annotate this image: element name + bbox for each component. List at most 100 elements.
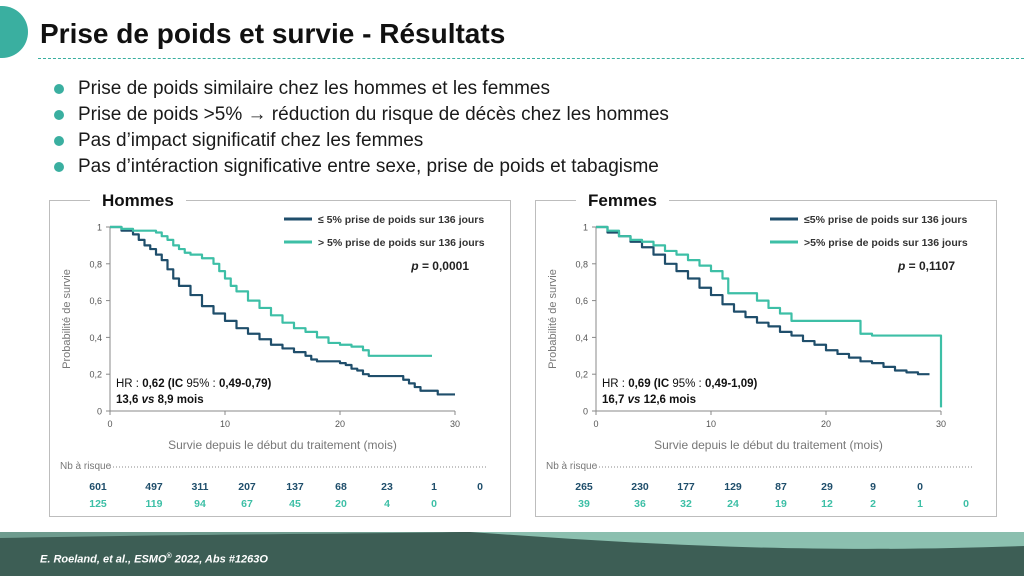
median-survival-text: 16,7 vs 12,6 mois <box>602 394 696 406</box>
x-tick-label: 30 <box>450 419 460 429</box>
panel-title-hommes: Hommes <box>90 191 186 211</box>
risk-count: 129 <box>724 481 742 493</box>
risk-count: 67 <box>241 498 253 510</box>
x-tick-label: 30 <box>936 419 946 429</box>
km-curve-series-1 <box>596 225 930 376</box>
risk-count: 36 <box>634 498 646 510</box>
x-tick-label: 20 <box>821 419 831 429</box>
risk-count: 119 <box>146 498 163 510</box>
risk-count: 601 <box>89 481 107 493</box>
ic-separator: : <box>695 378 705 390</box>
km-curve-series-2 <box>110 225 432 357</box>
km-curve-series-2 <box>596 225 943 408</box>
risk-count: 0 <box>917 481 923 493</box>
chart-panel-femmes: 0 0,2 0,4 0,6 0,8 1 0 10 20 30 Survie depuis le dé… <box>535 191 997 517</box>
risk-count: 9 <box>870 481 876 493</box>
risk-count: 265 <box>575 481 593 493</box>
hazard-ratio-text: HR : 0,69 (IC 95% : 0,49-1,09) <box>602 378 758 390</box>
y-tick-label: 0,6 <box>89 296 102 306</box>
risk-count: 1 <box>431 481 437 493</box>
p-value-label: p = 0,1107 <box>897 259 955 273</box>
x-axis-label: Survie depuis le début du traitement (mo… <box>654 438 883 452</box>
ic-value: 0,49-1,09) <box>705 378 758 390</box>
x-tick-label: 10 <box>220 419 230 429</box>
risk-count: 20 <box>335 498 347 510</box>
risk-count: 45 <box>289 498 301 510</box>
legend-label: ≤ 5% prise de poids sur 136 jours <box>318 214 484 226</box>
ic-label: (IC <box>651 378 673 390</box>
ic-label: (IC <box>165 378 187 390</box>
median-vs: vs <box>628 394 641 406</box>
bullet-list: Prise de poids similaire chez les hommes… <box>54 76 669 180</box>
hr-value: 0,69 <box>628 378 650 390</box>
risk-count: 0 <box>477 481 483 493</box>
risk-count: 0 <box>431 498 437 510</box>
y-tick-label: 0,8 <box>89 259 102 269</box>
y-axis-label: Probabilité de survie <box>547 269 559 369</box>
bullet-dot-icon <box>54 110 64 120</box>
bullet-dot-icon <box>54 84 64 94</box>
hr-prefix: HR : <box>602 378 628 390</box>
p-value-symbol: p <box>410 259 418 273</box>
median-b: 12,6 mois <box>640 394 696 406</box>
y-axis-label: Probabilité de survie <box>61 269 73 369</box>
hr-prefix: HR : <box>116 378 142 390</box>
title-divider <box>38 58 1024 59</box>
p-value-value: = 0,0001 <box>419 259 470 273</box>
risk-count: 137 <box>286 481 304 493</box>
risk-table-label: Nb à risque <box>60 461 112 472</box>
risk-count: 68 <box>335 481 347 493</box>
y-tick-label: 1 <box>97 223 102 233</box>
risk-count: 177 <box>677 481 695 493</box>
risk-count: 19 <box>775 498 787 510</box>
bullet-item: Prise de poids similaire chez les hommes… <box>54 76 669 102</box>
p-value-value: = 0,1107 <box>905 259 955 273</box>
risk-count: 497 <box>145 481 163 493</box>
ic-value: 0,49-0,79) <box>219 378 272 390</box>
risk-count: 94 <box>194 498 206 510</box>
citation: E. Roeland, et al., ESMO® 2022, Abs #126… <box>40 553 268 566</box>
ic-percent: 95% <box>186 378 209 390</box>
legend-label: > 5% prise de poids sur 136 jours <box>318 237 485 249</box>
bullet-dot-icon <box>54 136 64 146</box>
y-tick-label: 0,6 <box>575 296 588 306</box>
risk-count: 12 <box>821 498 833 510</box>
x-axis-label: Survie depuis le début du traitement (mo… <box>168 438 397 452</box>
p-value-symbol: p <box>897 259 905 273</box>
panel-title-femmes: Femmes <box>576 191 669 211</box>
bullet-item: Pas d’impact significatif chez les femme… <box>54 128 669 154</box>
risk-count: 311 <box>192 481 209 493</box>
legend-label: ≤5% prise de poids sur 136 jours <box>804 214 967 226</box>
risk-count: 0 <box>963 498 969 510</box>
risk-count: 125 <box>89 498 107 510</box>
y-tick-label: 1 <box>583 223 588 233</box>
risk-count: 24 <box>727 498 739 510</box>
ic-separator: : <box>209 378 219 390</box>
risk-count: 32 <box>680 498 692 510</box>
risk-count: 4 <box>384 498 390 510</box>
risk-count: 230 <box>631 481 649 493</box>
x-tick-label: 20 <box>335 419 345 429</box>
y-tick-label: 0 <box>97 407 102 417</box>
risk-count: 2 <box>870 498 876 510</box>
ic-percent: 95% <box>672 378 695 390</box>
median-a: 16,7 <box>602 394 628 406</box>
corner-accent <box>0 6 28 58</box>
x-tick-label: 10 <box>706 419 716 429</box>
bullet-dot-icon <box>54 162 64 172</box>
chart-panel-hommes: 0 0,2 0,4 0,6 0,8 1 0 10 20 30 Survie depuis le dé… <box>49 191 511 517</box>
risk-count: 39 <box>578 498 590 510</box>
risk-table-label: Nb à risque <box>546 461 598 472</box>
legend-label: >5% prise de poids sur 136 jours <box>804 237 968 249</box>
median-a: 13,6 <box>116 394 142 406</box>
median-b: 8,9 mois <box>154 394 203 406</box>
bullet-item: Prise de poids >5% → réduction du risque… <box>54 102 669 128</box>
y-tick-label: 0,2 <box>89 370 102 380</box>
km-curve-series-1 <box>110 225 455 396</box>
median-vs: vs <box>142 394 155 406</box>
footer-band <box>0 532 1024 576</box>
risk-count: 207 <box>238 481 256 493</box>
y-tick-label: 0,4 <box>575 333 588 343</box>
